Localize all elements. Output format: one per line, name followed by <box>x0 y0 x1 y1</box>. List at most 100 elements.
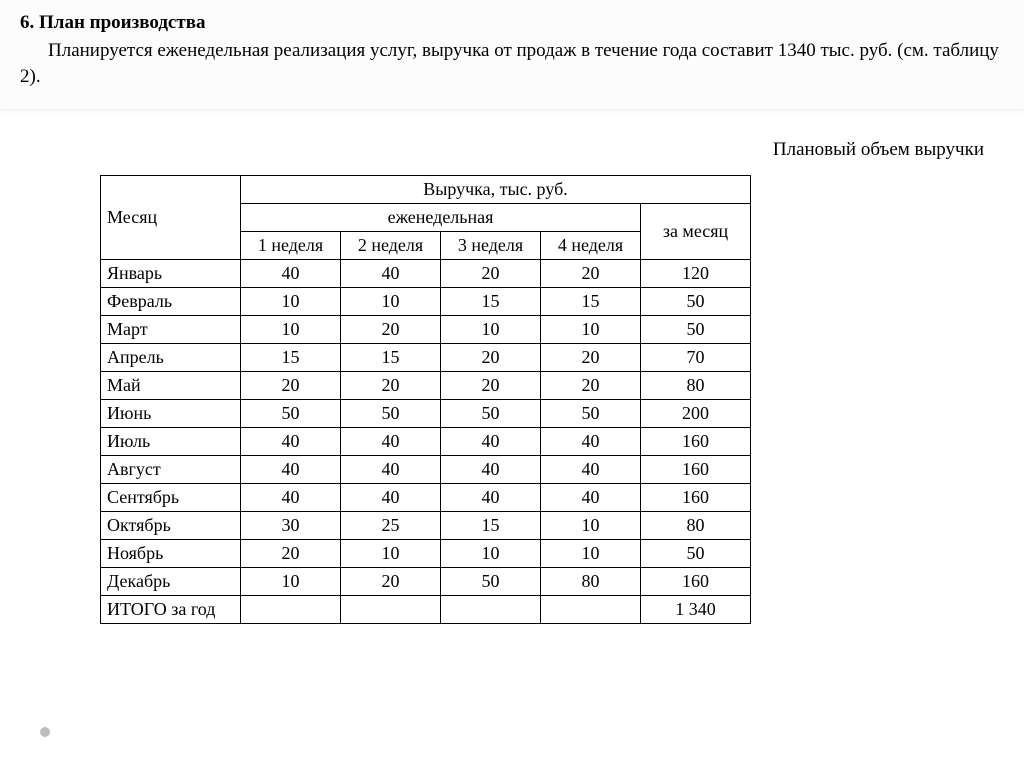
month-cell: Октябрь <box>101 512 241 540</box>
month-cell: Август <box>101 456 241 484</box>
week-cell: 20 <box>241 372 341 400</box>
table-footer-row: ИТОГО за год 1 340 <box>101 596 751 624</box>
week-cell: 20 <box>441 344 541 372</box>
week-cell: 40 <box>441 484 541 512</box>
total-cell: 50 <box>641 540 751 568</box>
week-cell: 20 <box>341 372 441 400</box>
table-wrap: Месяц Выручка, тыс. руб. еженедельная за… <box>0 175 1024 624</box>
week-cell: 40 <box>541 484 641 512</box>
week-cell: 15 <box>441 512 541 540</box>
intro-paragraph: Планируется еженедельная реализация услу… <box>20 38 1004 89</box>
total-cell: 160 <box>641 484 751 512</box>
table-caption: Плановый объем выручки <box>0 139 1024 161</box>
table-row: Октябрь3025151080 <box>101 512 751 540</box>
table-row: Июнь50505050200 <box>101 400 751 428</box>
total-cell: 200 <box>641 400 751 428</box>
table-row: Февраль1010151550 <box>101 288 751 316</box>
week-cell: 40 <box>341 484 441 512</box>
week-cell: 40 <box>541 456 641 484</box>
week-cell: 40 <box>241 456 341 484</box>
week-cell: 20 <box>341 316 441 344</box>
total-cell: 160 <box>641 428 751 456</box>
week-cell: 20 <box>441 260 541 288</box>
month-cell: Июнь <box>101 400 241 428</box>
week-cell: 40 <box>241 484 341 512</box>
week-cell: 10 <box>241 568 341 596</box>
week-cell: 10 <box>341 540 441 568</box>
table-row: Март1020101050 <box>101 316 751 344</box>
total-cell: 160 <box>641 456 751 484</box>
week-cell: 10 <box>541 540 641 568</box>
table-row: Декабрь10205080160 <box>101 568 751 596</box>
week-cell: 10 <box>441 316 541 344</box>
week-cell: 10 <box>341 288 441 316</box>
table-row: Ноябрь2010101050 <box>101 540 751 568</box>
week-cell: 25 <box>341 512 441 540</box>
week-cell: 40 <box>341 428 441 456</box>
table-row: Сентябрь40404040160 <box>101 484 751 512</box>
th-week4: 4 неделя <box>541 232 641 260</box>
week-cell: 10 <box>441 540 541 568</box>
week-cell <box>541 596 641 624</box>
total-cell: 80 <box>641 512 751 540</box>
th-weekly: еженедельная <box>241 204 641 232</box>
month-cell: Январь <box>101 260 241 288</box>
week-cell: 40 <box>541 428 641 456</box>
week-cell: 40 <box>241 428 341 456</box>
week-cell: 15 <box>341 344 441 372</box>
week-cell: 40 <box>341 456 441 484</box>
table-row: Январь40402020120 <box>101 260 751 288</box>
week-cell: 80 <box>541 568 641 596</box>
slide-bullet-icon <box>40 727 50 737</box>
week-cell: 10 <box>241 288 341 316</box>
week-cell: 20 <box>541 372 641 400</box>
week-cell: 10 <box>541 512 641 540</box>
total-cell: 120 <box>641 260 751 288</box>
week-cell: 20 <box>541 344 641 372</box>
table-row: Август40404040160 <box>101 456 751 484</box>
week-cell: 20 <box>341 568 441 596</box>
table-row: Июль40404040160 <box>101 428 751 456</box>
revenue-table: Месяц Выручка, тыс. руб. еженедельная за… <box>100 175 751 624</box>
week-cell: 20 <box>241 540 341 568</box>
section-title: 6. План производства <box>20 12 1004 34</box>
th-month-total: за месяц <box>641 204 751 260</box>
total-cell: 50 <box>641 316 751 344</box>
th-week3: 3 неделя <box>441 232 541 260</box>
total-cell: 50 <box>641 288 751 316</box>
week-cell: 15 <box>541 288 641 316</box>
total-cell: 80 <box>641 372 751 400</box>
th-revenue: Выручка, тыс. руб. <box>241 176 751 204</box>
month-cell: Ноябрь <box>101 540 241 568</box>
week-cell <box>241 596 341 624</box>
week-cell: 50 <box>441 400 541 428</box>
th-week1: 1 неделя <box>241 232 341 260</box>
week-cell: 40 <box>341 260 441 288</box>
total-cell: 1 340 <box>641 596 751 624</box>
month-cell: Май <box>101 372 241 400</box>
month-cell: Март <box>101 316 241 344</box>
week-cell: 50 <box>441 568 541 596</box>
th-month: Месяц <box>101 176 241 260</box>
week-cell: 50 <box>541 400 641 428</box>
week-cell: 40 <box>441 456 541 484</box>
week-cell: 40 <box>241 260 341 288</box>
table-row: Апрель1515202070 <box>101 344 751 372</box>
week-cell: 50 <box>241 400 341 428</box>
week-cell: 10 <box>541 316 641 344</box>
week-cell: 15 <box>241 344 341 372</box>
month-cell: Сентябрь <box>101 484 241 512</box>
month-cell: Декабрь <box>101 568 241 596</box>
month-cell: Февраль <box>101 288 241 316</box>
table-row: Май2020202080 <box>101 372 751 400</box>
week-cell: 20 <box>541 260 641 288</box>
week-cell: 30 <box>241 512 341 540</box>
week-cell: 40 <box>441 428 541 456</box>
month-cell: ИТОГО за год <box>101 596 241 624</box>
week-cell: 10 <box>241 316 341 344</box>
table-body: Январь40402020120Февраль1010151550Март10… <box>101 260 751 624</box>
week-cell: 15 <box>441 288 541 316</box>
week-cell: 20 <box>441 372 541 400</box>
month-cell: Апрель <box>101 344 241 372</box>
week-cell <box>341 596 441 624</box>
